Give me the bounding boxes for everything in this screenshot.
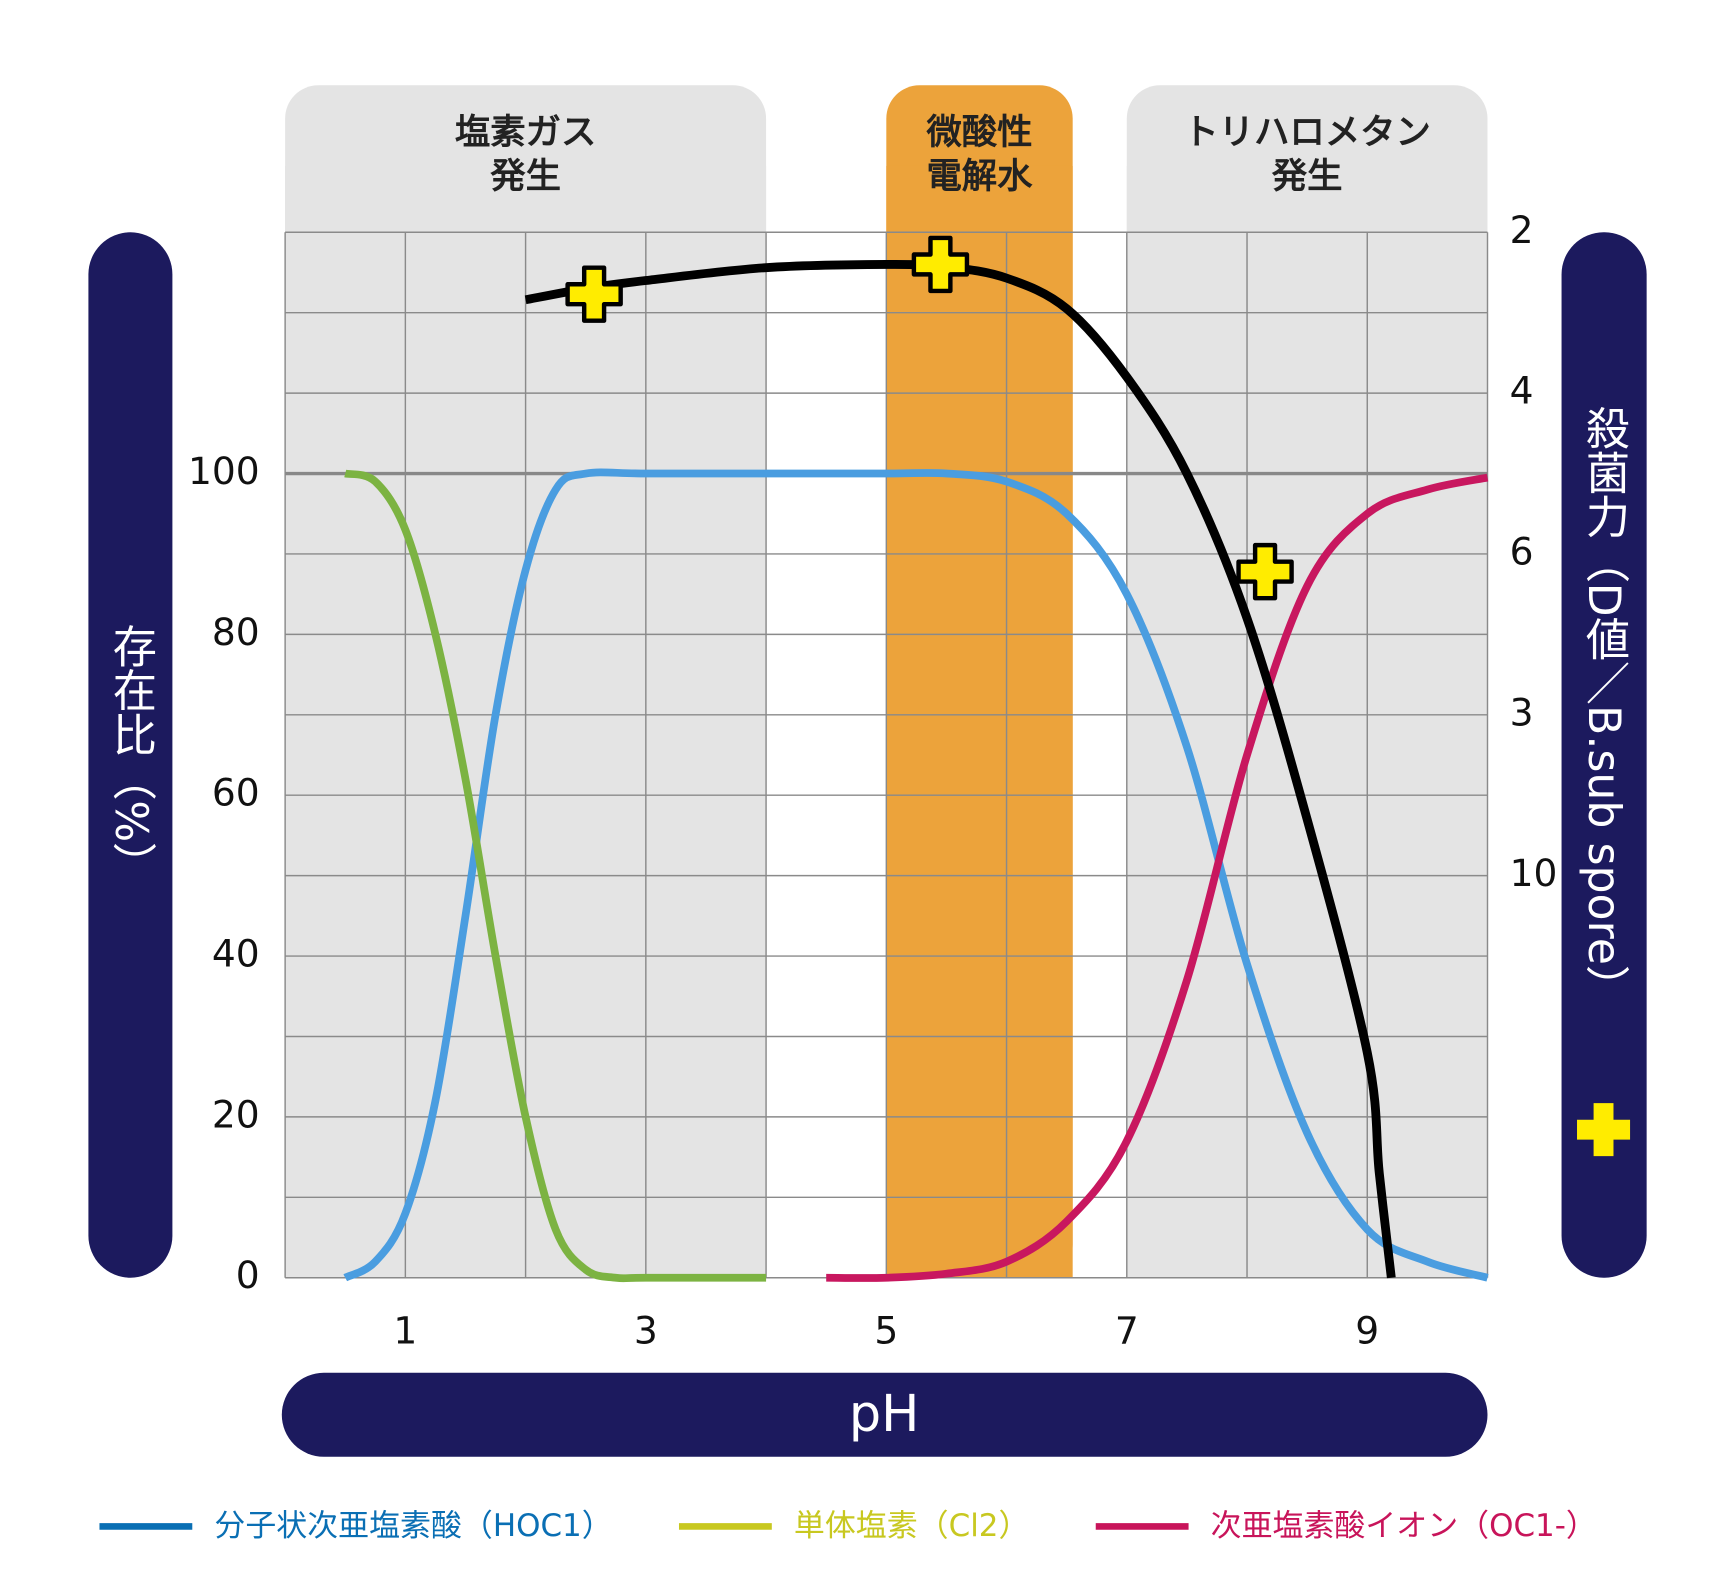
series-line: [524, 259, 1396, 1279]
y-label-pill: [88, 232, 173, 1278]
x-label-pill: [281, 1372, 1488, 1457]
band-label: 電解水: [926, 156, 1033, 197]
y-tick-label: 0: [236, 1253, 260, 1297]
x-tick-label: 3: [634, 1308, 658, 1352]
x-label: pH: [849, 1384, 919, 1443]
y2-label: 殺菌力（D値／B.sub spore）: [1578, 406, 1630, 1009]
y2-tick-label: 10: [1510, 851, 1558, 895]
band-label: トリハロメタン: [1183, 112, 1431, 153]
y-tick-label: 60: [212, 771, 260, 815]
x-tick-label: 9: [1355, 1308, 1379, 1352]
y-tick-label: 80: [212, 610, 260, 654]
y2-tick-label: 3: [1510, 690, 1534, 734]
legend-label: 単体塩素（Cl2）: [794, 1508, 1030, 1544]
marker: [1236, 542, 1294, 601]
y-tick-label: 40: [212, 932, 260, 976]
marker: [911, 235, 970, 294]
marker: [565, 265, 623, 323]
y-tick-label: 20: [212, 1092, 260, 1136]
series-line: [344, 469, 767, 1283]
band-body: [1126, 165, 1488, 1278]
y2-label-pill: [1561, 232, 1647, 1278]
y2-tick-label: 2: [1510, 208, 1534, 252]
series-line: [826, 473, 1489, 1282]
band-label: 発生: [1271, 156, 1343, 197]
series-line: [343, 468, 1489, 1282]
y-label: 存在比（%）: [105, 624, 156, 887]
band-label: 微酸性: [925, 112, 1032, 153]
y2-tick-label: 6: [1510, 529, 1534, 573]
band-body: [886, 165, 1073, 1278]
y2-tick-label: 4: [1510, 369, 1534, 413]
x-tick-label: 7: [1115, 1308, 1139, 1352]
band-label: 塩素ガス: [455, 112, 596, 153]
legend-label: 次亜塩素酸イオン（OC1-）: [1211, 1508, 1597, 1544]
x-tick-label: 1: [393, 1308, 417, 1352]
band-label: 発生: [489, 156, 561, 197]
y2-marker-icon: [1577, 1103, 1631, 1157]
y-tick-label: 100: [188, 449, 260, 493]
legend-label: 分子状次亜塩素酸（HOC1）: [214, 1508, 612, 1544]
x-tick-label: 5: [874, 1308, 898, 1352]
